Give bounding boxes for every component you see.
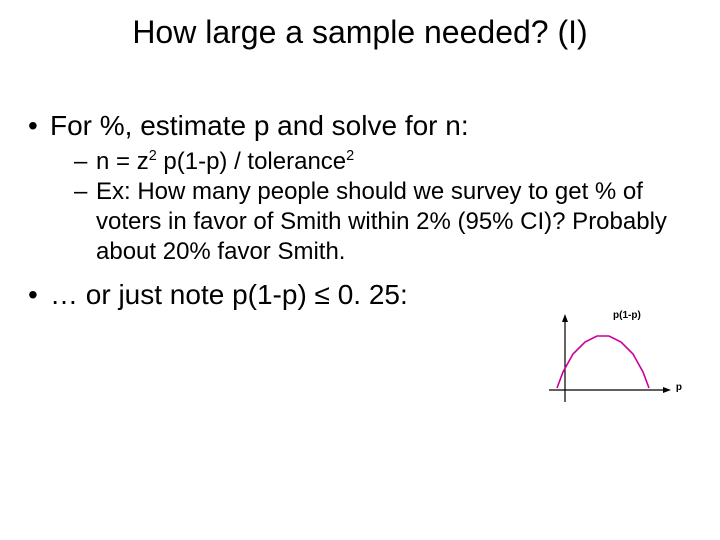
bullet-1: For %, estimate p and solve for n: n = z… — [24, 108, 696, 267]
x-axis-arrow — [663, 387, 671, 393]
bullet-1-2-text: Ex: How many people should we survey to … — [96, 178, 667, 265]
graph-ylabel: p(1-p) — [613, 310, 641, 321]
bullet-2-text: … or just note p(1-p) ≤ 0. 25: — [50, 279, 408, 310]
bullet-1-1: n = z2 p(1-p) / tolerance2 — [50, 147, 696, 177]
y-axis-arrow — [562, 314, 568, 322]
formula-mid: p(1-p) / tolerance — [157, 148, 346, 175]
parabola-curve — [557, 336, 649, 388]
formula-sup1: 2 — [149, 148, 157, 164]
bullet-1-sublist: n = z2 p(1-p) / tolerance2 Ex: How many … — [50, 147, 696, 267]
bullet-1-2: Ex: How many people should we survey to … — [50, 177, 696, 267]
formula-sup2: 2 — [346, 148, 354, 164]
graph-svg — [545, 310, 680, 415]
bullet-list: For %, estimate p and solve for n: n = z… — [24, 108, 696, 312]
bullet-2: … or just note p(1-p) ≤ 0. 25: — [24, 277, 696, 312]
graph: p(1-p) p — [545, 310, 680, 415]
slide: How large a sample needed? (I) For %, es… — [0, 0, 720, 540]
graph-xlabel: p — [676, 382, 682, 393]
slide-title: How large a sample needed? (I) — [0, 14, 720, 51]
slide-body: For %, estimate p and solve for n: n = z… — [24, 108, 696, 318]
bullet-1-text: For %, estimate p and solve for n: — [50, 110, 469, 141]
formula-pre: n = z — [96, 148, 149, 175]
